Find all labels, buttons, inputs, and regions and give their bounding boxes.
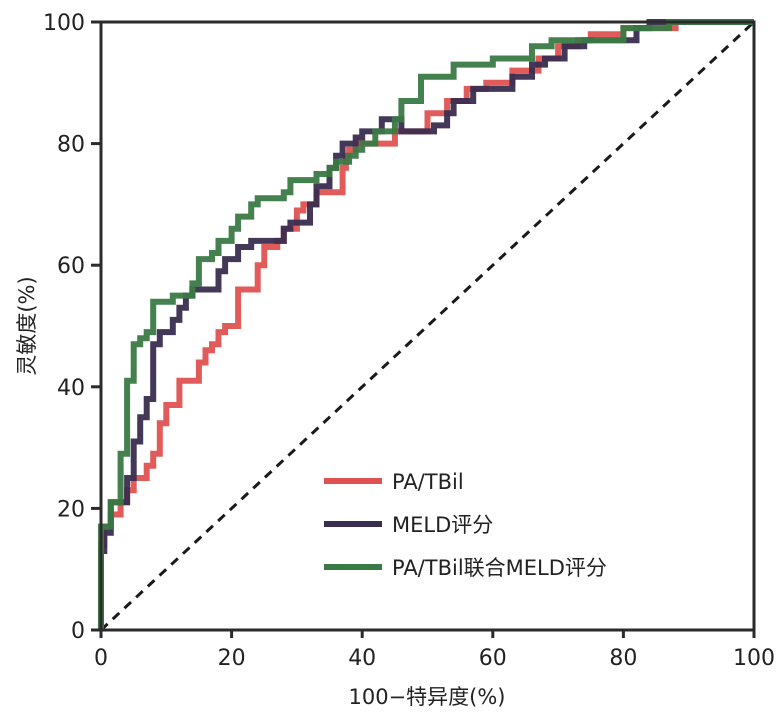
- x-tick-label: 100: [733, 646, 775, 671]
- legend: PA/TBil MELD评分 PA/TBil联合MELD评分: [324, 470, 607, 580]
- x-tick-label: 0: [94, 646, 108, 671]
- reference-line-layer: [99, 20, 756, 632]
- legend-label-2: MELD评分: [392, 513, 493, 537]
- series-layer: [98, 19, 754, 630]
- plot-frame: [99, 20, 756, 632]
- y-tick-label: 100: [43, 11, 85, 36]
- x-axis-label: 100−特异度(%): [348, 685, 505, 709]
- x-tick-label: 80: [609, 646, 637, 671]
- x-tick-label: 60: [479, 646, 507, 671]
- x-tick-label: 20: [218, 646, 246, 671]
- axes-layer: [99, 20, 756, 632]
- reference-diagonal-line: [99, 20, 756, 632]
- series-line-2: [98, 19, 754, 630]
- legend-label-3: PA/TBil联合MELD评分: [392, 556, 607, 580]
- x-tick-label: 40: [348, 646, 376, 671]
- y-tick-label: 20: [57, 497, 85, 522]
- ticks-layer: 0 20 40 60 80 100 0 20 40 60 80 100: [43, 11, 775, 671]
- legend-label-1: PA/TBil: [392, 470, 464, 494]
- y-tick-label: 60: [57, 254, 85, 279]
- y-tick-label: 80: [57, 133, 85, 158]
- series-line-3: [98, 19, 754, 630]
- y-tick-label: 40: [57, 376, 85, 401]
- y-axis-label: 灵敏度(%): [15, 276, 39, 375]
- y-tick-label: 0: [71, 619, 85, 644]
